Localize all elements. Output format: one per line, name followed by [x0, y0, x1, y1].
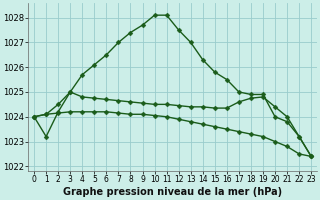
X-axis label: Graphe pression niveau de la mer (hPa): Graphe pression niveau de la mer (hPa) [63, 187, 282, 197]
